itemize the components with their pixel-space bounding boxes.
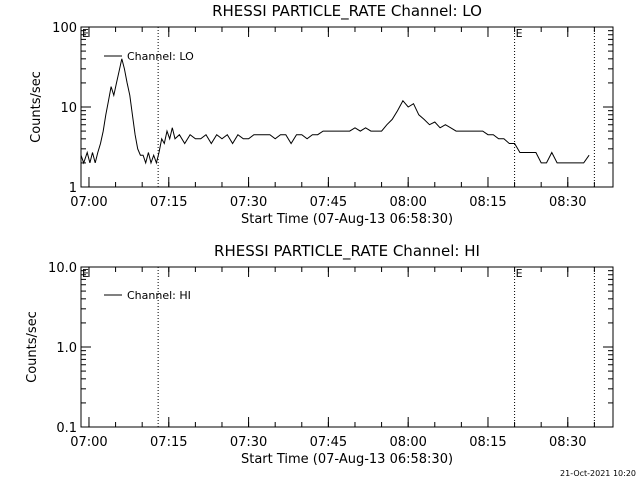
y-tick-label: 0.1 — [56, 421, 77, 436]
chart-panel-2: RHESSI PARTICLE_RATE Channel: HI 0.1 1.0 10… — [25, 242, 614, 467]
x-axis-label: Start Time (07-Aug-13 06:58:30) — [241, 212, 453, 227]
x-tick-label: 07:45 — [310, 435, 347, 450]
x-tick-label: 08:15 — [469, 195, 506, 210]
y-tick-label: 1 — [69, 181, 77, 196]
x-tick-label: 07:00 — [70, 435, 107, 450]
series-line — [80, 58, 590, 165]
legend-label: Channel: HI — [127, 289, 191, 302]
chart-title: RHESSI PARTICLE_RATE Channel: HI — [214, 242, 480, 261]
x-tick-label: 08:15 — [469, 435, 506, 450]
y-tick-label: 100 — [52, 21, 77, 36]
x-tick-label: 08:00 — [389, 435, 426, 450]
y-tick-label: 1.0 — [56, 341, 77, 356]
footer-timestamp: 21-Oct-2021 10:20 — [560, 469, 636, 478]
x-tick-label: 07:15 — [150, 195, 187, 210]
x-tick-label: 08:30 — [549, 195, 586, 210]
x-tick-label: 07:00 — [70, 195, 107, 210]
y-axis-label: Counts/sec — [25, 311, 40, 383]
corner-label: E — [82, 267, 89, 280]
x-tick-label: 07:30 — [230, 195, 267, 210]
event-marker-label: E — [516, 27, 523, 40]
x-tick-label: 08:30 — [549, 435, 586, 450]
y-axis-label: Counts/sec — [29, 71, 44, 143]
event-marker-label: E — [516, 267, 523, 280]
x-axis-label: Start Time (07-Aug-13 06:58:30) — [241, 452, 453, 467]
x-tick-label: 07:30 — [230, 435, 267, 450]
x-tick-label: 07:45 — [310, 195, 347, 210]
y-tick-label: 10 — [60, 101, 77, 116]
x-tick-label: 07:15 — [150, 435, 187, 450]
legend-label: Channel: LO — [127, 50, 194, 63]
corner-label: E — [82, 27, 89, 40]
y-tick-label: 10.0 — [48, 261, 77, 276]
chart-panel-1: RHESSI PARTICLE_RATE Channel: LO 1 10 100 07… — [29, 2, 614, 227]
chart-title: RHESSI PARTICLE_RATE Channel: LO — [212, 2, 482, 21]
x-tick-label: 08:00 — [389, 195, 426, 210]
